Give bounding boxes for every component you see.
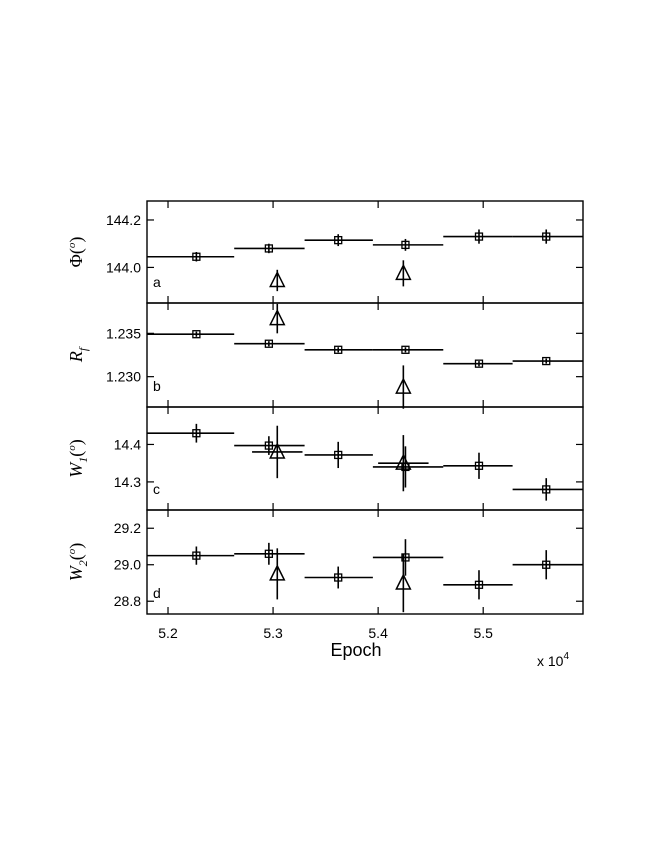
panel-letter: b bbox=[153, 378, 161, 394]
square-marker bbox=[474, 232, 484, 241]
square-point bbox=[147, 546, 235, 565]
y-axis-label: Φ(o) bbox=[66, 237, 87, 268]
square-point bbox=[512, 478, 583, 501]
square-point bbox=[147, 252, 235, 262]
square-marker bbox=[542, 485, 551, 494]
triangle-point bbox=[269, 303, 286, 334]
square-point bbox=[304, 345, 373, 354]
x-axis-label: Epoch bbox=[330, 640, 381, 660]
x-tick-label: 5.5 bbox=[473, 625, 493, 641]
x-tick-label: 5.3 bbox=[263, 625, 283, 641]
x-axis-multiplier: x 104 bbox=[537, 651, 569, 669]
square-marker bbox=[542, 356, 551, 366]
y-tick-label: 29.0 bbox=[114, 557, 141, 573]
square-marker bbox=[192, 551, 201, 560]
square-point bbox=[372, 539, 444, 576]
triangle-marker bbox=[269, 564, 286, 581]
triangle-point bbox=[395, 365, 412, 409]
panel-d: 5.2 5.3 5.4 5.5 28.8 29.0 29.2 d W2(o) bbox=[66, 509, 584, 641]
panel-letter: c bbox=[153, 481, 160, 497]
square-point bbox=[443, 359, 513, 368]
square-point bbox=[304, 441, 373, 469]
square-marker bbox=[474, 359, 484, 368]
square-point bbox=[147, 423, 235, 443]
square-point bbox=[372, 345, 444, 354]
triangle-marker bbox=[395, 377, 412, 394]
square-point bbox=[512, 550, 583, 580]
panel-a: 144.0 144.2 a Φ(o) bbox=[66, 200, 584, 304]
y-axis-label: W1(o) bbox=[66, 439, 90, 478]
square-marker bbox=[334, 345, 343, 354]
panel-b: 1.230 1.235 b Rf bbox=[66, 302, 584, 409]
panels: 144.0 144.2 a Φ(o) 1.230 1.235 b Rf 14.3 14.4 c W1(… bbox=[66, 200, 584, 641]
triangle-marker bbox=[269, 270, 286, 288]
triangle-marker bbox=[395, 263, 412, 281]
square-point bbox=[512, 356, 583, 366]
triangle-point bbox=[378, 435, 429, 492]
square-marker bbox=[542, 232, 551, 241]
square-point bbox=[234, 339, 305, 348]
y-tick-label: 14.4 bbox=[114, 436, 141, 452]
square-point bbox=[304, 566, 373, 589]
panel-letter: d bbox=[153, 585, 161, 601]
square-marker bbox=[401, 553, 410, 562]
square-point bbox=[372, 446, 444, 488]
y-tick-label: 29.2 bbox=[114, 520, 141, 536]
y-axis-label: W2(o) bbox=[66, 543, 90, 582]
y-tick-label: 1.235 bbox=[106, 325, 141, 341]
y-tick-label: 28.8 bbox=[114, 593, 141, 609]
triangle-marker bbox=[395, 573, 412, 590]
square-marker bbox=[542, 560, 551, 569]
triangle-point bbox=[395, 260, 412, 287]
square-marker bbox=[192, 429, 201, 438]
square-marker bbox=[474, 580, 484, 589]
triangle-point bbox=[269, 548, 286, 600]
square-marker bbox=[334, 573, 343, 582]
square-marker bbox=[334, 450, 343, 460]
square-marker bbox=[192, 330, 201, 339]
triangle-marker bbox=[269, 308, 286, 326]
triangle-marker bbox=[395, 453, 412, 470]
square-marker bbox=[264, 441, 274, 450]
square-point bbox=[443, 570, 513, 600]
square-point bbox=[443, 229, 513, 244]
x-tick-label: 5.2 bbox=[158, 625, 178, 641]
panel-frame bbox=[146, 302, 584, 408]
y-tick-label: 144.0 bbox=[106, 259, 141, 275]
square-marker bbox=[264, 244, 274, 253]
triangle-marker bbox=[269, 442, 286, 459]
square-marker bbox=[401, 240, 410, 250]
panel-frame bbox=[146, 406, 584, 511]
x-tick-label: 5.4 bbox=[368, 625, 388, 641]
y-axis-label: Rf bbox=[66, 346, 90, 363]
square-point bbox=[234, 542, 305, 565]
panel-frame bbox=[146, 509, 584, 615]
square-marker bbox=[264, 339, 274, 348]
square-marker bbox=[192, 252, 201, 261]
square-point bbox=[234, 243, 305, 254]
square-marker bbox=[334, 235, 343, 245]
square-point bbox=[304, 234, 373, 247]
panel-letter: a bbox=[153, 274, 161, 290]
square-marker bbox=[264, 549, 274, 558]
panel-c: 14.3 14.4 c W1(o) bbox=[66, 406, 584, 511]
square-marker bbox=[474, 461, 484, 470]
y-tick-label: 14.3 bbox=[114, 474, 141, 490]
triangle-point bbox=[395, 553, 412, 613]
square-point bbox=[512, 229, 583, 244]
square-point bbox=[372, 238, 444, 251]
triangle-point bbox=[269, 269, 286, 292]
y-tick-label: 144.2 bbox=[106, 212, 141, 228]
triangle-point bbox=[252, 425, 303, 479]
square-marker bbox=[401, 345, 410, 354]
y-tick-label: 1.230 bbox=[106, 369, 141, 385]
square-point bbox=[443, 452, 513, 479]
panel-frame bbox=[146, 200, 584, 304]
square-point bbox=[147, 330, 235, 339]
